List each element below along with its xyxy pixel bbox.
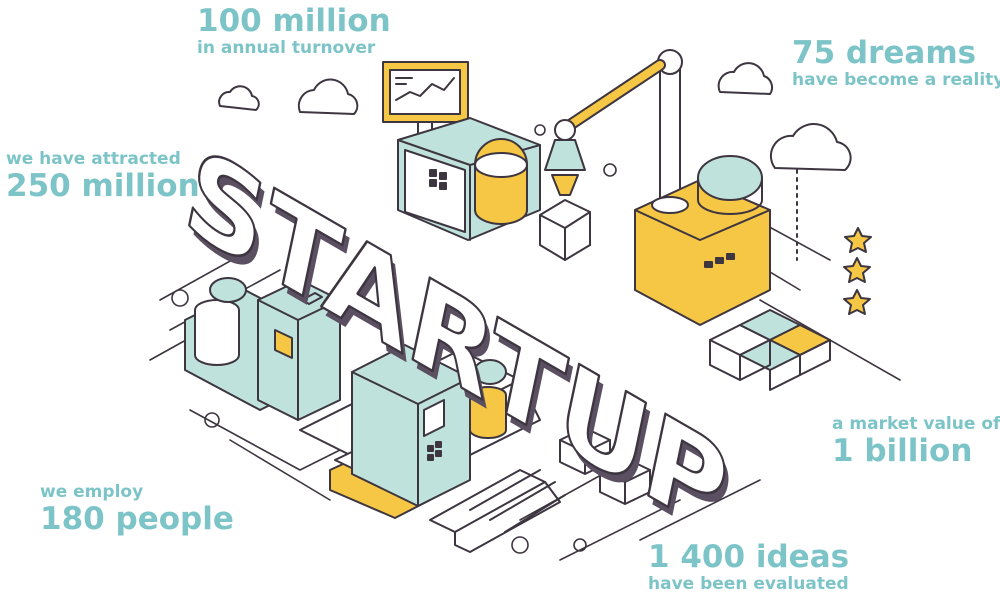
cube-pile-bottom: [559, 427, 651, 505]
star-icon: [843, 289, 871, 315]
stat-dreams-value: 75 dreams: [792, 35, 977, 71]
stat-employ-value: 180 people: [40, 501, 234, 537]
machine-top: [397, 117, 541, 241]
cloud-icon: [717, 62, 773, 95]
cube-pile: [709, 309, 831, 391]
stat-turnover-value: 100 million: [197, 3, 391, 39]
stat-employ-caption: we employ: [40, 482, 144, 502]
stat-employ: we employ 180 people: [40, 482, 234, 536]
machine-left: [184, 277, 341, 421]
star-icon: [843, 257, 871, 283]
stat-market-caption: a market value of: [832, 414, 1000, 434]
stat-attracted: we have attracted 250 million: [6, 149, 200, 203]
yellow-tank: [634, 155, 771, 326]
monitor-chart-icon: [382, 61, 469, 137]
stat-turnover-caption: in annual turnover: [197, 38, 376, 58]
machine-center: [351, 344, 507, 507]
robotic-arm: [539, 49, 683, 261]
stat-attracted-value: 250 million: [6, 168, 200, 204]
cloud-icon: [769, 123, 852, 171]
cloud-icon: [297, 78, 359, 115]
stat-market: a market value of 1 billion: [832, 414, 1000, 468]
star-icon: [844, 227, 872, 253]
staircase: [429, 469, 566, 553]
stat-ideas-value: 1 400 ideas: [648, 539, 850, 575]
stat-dreams-caption: have become a reality: [792, 70, 1000, 90]
stat-market-value: 1 billion: [832, 433, 973, 469]
stat-attracted-caption: we have attracted: [6, 149, 181, 169]
stat-ideas-caption: have been evaluated: [648, 574, 849, 594]
stat-turnover: 100 million in annual turnover: [197, 4, 391, 58]
stat-dreams: 75 dreams have become a reality: [792, 36, 1000, 90]
stat-ideas: 1 400 ideas have been evaluated: [648, 540, 849, 594]
cloud-icon: [218, 85, 260, 111]
